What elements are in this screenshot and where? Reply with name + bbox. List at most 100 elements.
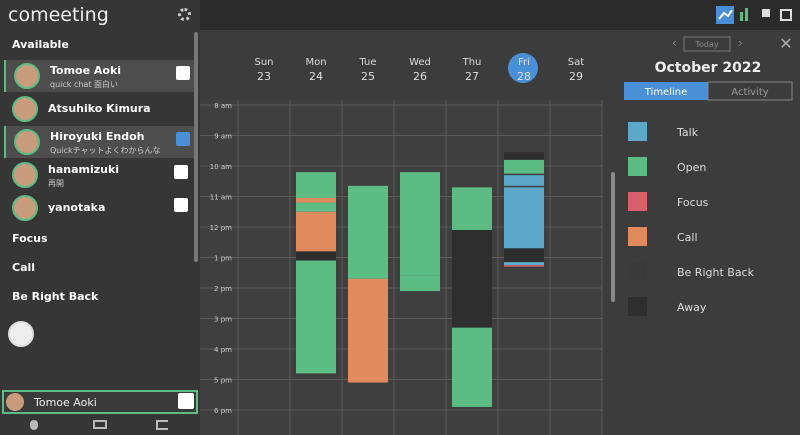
- weekday: Fri: [518, 57, 530, 68]
- section-title: Call: [12, 261, 36, 274]
- weekday: Sun: [254, 57, 273, 68]
- avatar: [6, 393, 24, 411]
- status-icon[interactable]: [174, 165, 188, 179]
- scrollbar: [611, 172, 615, 302]
- hour-label: 6 pm: [214, 407, 232, 415]
- screen-icon[interactable]: [93, 420, 107, 429]
- legend-swatch: [628, 227, 647, 246]
- weekday: Wed: [409, 57, 431, 68]
- next-arrow[interactable]: ›: [738, 36, 743, 50]
- pin-icon[interactable]: [762, 9, 770, 17]
- status-segment: [348, 185, 388, 279]
- status-icon[interactable]: [176, 132, 190, 146]
- legend-swatch: [628, 122, 647, 141]
- today-label[interactable]: Today: [694, 40, 718, 49]
- hour-label: 5 pm: [214, 377, 232, 385]
- chart-icon[interactable]: [740, 12, 743, 21]
- tab[interactable]: [707, 81, 793, 101]
- user-name: yanotaka: [48, 201, 106, 214]
- status-segment: [348, 278, 388, 383]
- app-title: comeeting: [8, 4, 109, 26]
- today-button[interactable]: [683, 36, 731, 52]
- mic-icon[interactable]: [30, 420, 38, 430]
- status-segment: [296, 251, 336, 261]
- status-segment: [400, 172, 440, 276]
- month-title: October 2022: [655, 60, 762, 76]
- tab-label[interactable]: Timeline: [644, 87, 688, 98]
- close-button[interactable]: ✕: [779, 34, 792, 53]
- status-segment: [296, 202, 336, 212]
- legend-label: Be Right Back: [677, 266, 755, 279]
- status-segment: [452, 187, 492, 231]
- weekday: Thu: [462, 57, 482, 68]
- legend-label: Call: [677, 231, 698, 244]
- selected-day: [508, 53, 538, 83]
- sidebar: comeeting Tomoe Aoki Available Tomoe Aoki…: [0, 0, 200, 435]
- status-segment: [504, 187, 544, 249]
- user-status: quick chat 面白い: [50, 80, 118, 89]
- status-segment: [504, 265, 544, 267]
- legend-swatch: [628, 262, 647, 281]
- legend-label: Talk: [676, 126, 699, 139]
- weekday: Sat: [568, 57, 584, 68]
- date: 24: [309, 70, 323, 83]
- tab-label[interactable]: Activity: [731, 87, 768, 98]
- hour-label: 3 pm: [214, 316, 232, 324]
- prev-arrow[interactable]: ‹: [672, 36, 677, 50]
- status-icon[interactable]: [178, 393, 194, 409]
- hour-label: 1 pm: [214, 255, 232, 263]
- weekday: Mon: [305, 57, 326, 68]
- hour-label: 2 pm: [214, 285, 232, 293]
- legend-swatch: [628, 192, 647, 211]
- user-row[interactable]: hanamizuki 再開: [4, 159, 192, 191]
- avatar: [12, 162, 38, 188]
- date: 25: [361, 70, 375, 83]
- user-name: hanamizuki: [48, 163, 120, 176]
- date: 26: [413, 70, 427, 83]
- date: 28: [517, 70, 531, 83]
- scrollbar: [194, 32, 198, 262]
- status-segment: [452, 230, 492, 328]
- tab-active[interactable]: [624, 82, 708, 100]
- date: 23: [257, 70, 271, 83]
- user-row[interactable]: Tomoe Aoki quick chat 面白い: [4, 60, 194, 92]
- leave-icon[interactable]: [156, 420, 168, 430]
- status-icon[interactable]: [174, 198, 188, 212]
- user-row[interactable]: yanotaka: [4, 192, 192, 224]
- settings-icon[interactable]: [178, 8, 191, 21]
- avatar: [8, 321, 34, 347]
- status-segment: [296, 172, 336, 199]
- legend-label: Focus: [677, 196, 709, 209]
- date: 29: [569, 70, 583, 83]
- status-segment: [504, 175, 544, 186]
- status-icon[interactable]: [176, 66, 190, 80]
- hour-label: 12 pm: [210, 224, 233, 232]
- user-row[interactable]: Hiroyuki Endoh Quickチャットよくわからんな: [4, 126, 194, 158]
- date: 27: [465, 70, 479, 83]
- hour-label: 4 pm: [214, 346, 232, 354]
- weekday: Tue: [358, 57, 376, 68]
- status-segment: [504, 159, 544, 174]
- hour-label: 8 am: [214, 102, 232, 110]
- legend-label: Away: [677, 301, 707, 314]
- section-title: Focus: [12, 232, 48, 245]
- user-name: Tomoe Aoki: [50, 64, 122, 77]
- status-segment: [452, 327, 492, 407]
- section-title: Available: [12, 38, 69, 51]
- status-segment: [296, 211, 336, 252]
- status-segment: [504, 262, 544, 266]
- status-segment: [400, 275, 440, 292]
- legend-swatch: [628, 297, 647, 316]
- timeline-icon[interactable]: [716, 6, 734, 24]
- calendar: ‹ › Today ✕ October 2022 Timeline Activit…: [200, 0, 800, 435]
- chart-icon[interactable]: [745, 8, 748, 21]
- current-user[interactable]: Tomoe Aoki: [2, 390, 198, 414]
- timeline-glyph: [718, 9, 733, 20]
- hour-label: 9 am: [214, 133, 232, 141]
- hour-label: 11 am: [210, 194, 232, 202]
- user-row[interactable]: Atsuhiko Kimura: [4, 93, 192, 125]
- shrink-icon[interactable]: [780, 9, 792, 21]
- avatar: [12, 96, 38, 122]
- user-status: 再開: [48, 179, 64, 188]
